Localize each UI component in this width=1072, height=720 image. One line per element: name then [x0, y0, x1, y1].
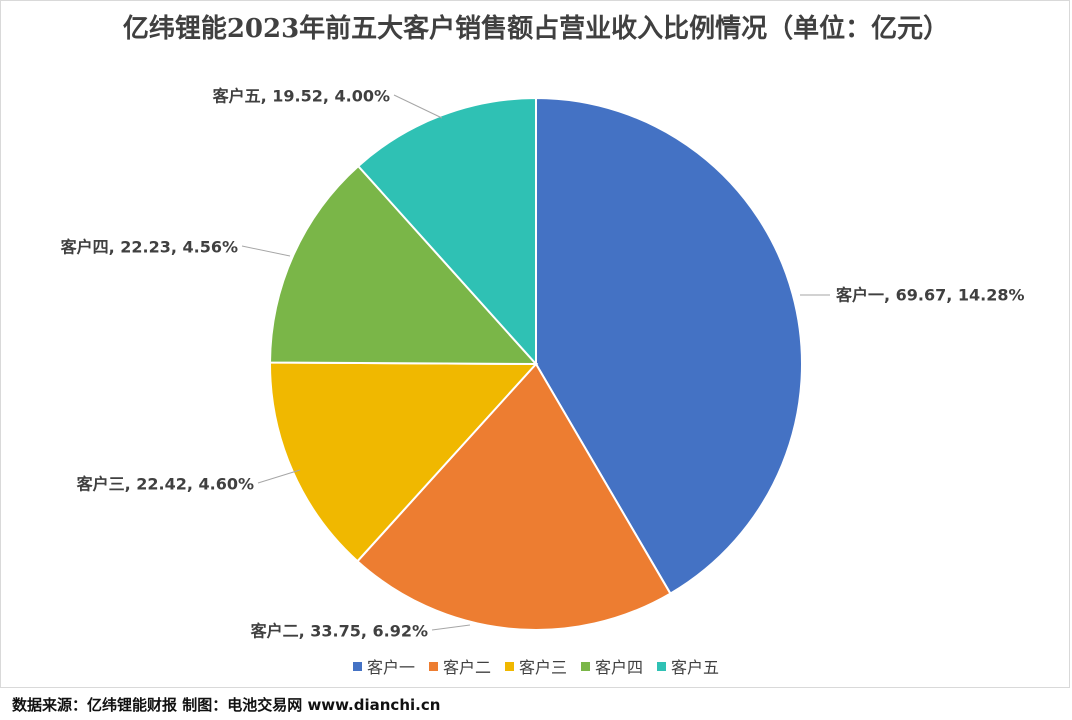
legend-item-1: 客户一: [352, 654, 415, 678]
legend-label: 客户四: [595, 658, 644, 677]
legend-label: 客户三: [518, 658, 567, 677]
data-label-1: 客户一, 69.67, 14.28%: [836, 286, 1025, 305]
legend-swatch: [581, 661, 590, 671]
data-label-2: 客户二, 33.75, 6.92%: [251, 622, 428, 641]
legend-label: 客户二: [442, 658, 491, 677]
data-label-5: 客户五, 19.52, 4.00%: [213, 87, 390, 106]
leader-line-4: [241, 245, 291, 257]
legend-item-3: 客户三: [504, 654, 567, 678]
legend-label: 客户一: [366, 658, 415, 677]
chart-title: 亿纬锂能2023年前五大客户销售额占营业收入比例情况（单位：亿元）: [122, 14, 950, 44]
legend-item-5: 客户五: [657, 654, 719, 678]
legend-swatch: [352, 661, 362, 671]
legend-swatch: [428, 661, 438, 671]
pie-slice-2: [356, 362, 672, 631]
legend-item-2: 客户二: [428, 654, 491, 678]
legend-label: 客户五: [671, 658, 720, 677]
pie-slice-3: [269, 361, 539, 563]
legend: 客户一 客户二 客户三 客户四 客户五: [0, 654, 1072, 678]
data-label-3: 客户三, 22.42, 4.60%: [77, 475, 254, 494]
chart-frame: [0, 0, 1070, 688]
data-labels: 客户一, 69.67, 14.28% 客户二, 33.75, 6.92% 客户三, …: [61, 87, 1025, 641]
pie-slices: [268, 96, 803, 631]
legend-item-4: 客户四: [581, 654, 643, 678]
leader-line-2: [431, 624, 471, 631]
label-leader-lines: [241, 94, 830, 631]
leader-line-3: [257, 469, 301, 484]
legend-swatch: [657, 661, 667, 671]
legend-swatch: [504, 661, 514, 671]
pie-slice-4: [268, 164, 539, 366]
pie-slice-1: [535, 96, 803, 595]
data-label-4: 客户四, 22.23, 4.56%: [61, 238, 238, 257]
footer-source: 数据来源：亿纬锂能财报 制图：电池交易网 www.dianchi.cn: [12, 696, 441, 714]
pie-slice-5: [356, 96, 537, 367]
leader-line-5: [393, 94, 443, 119]
